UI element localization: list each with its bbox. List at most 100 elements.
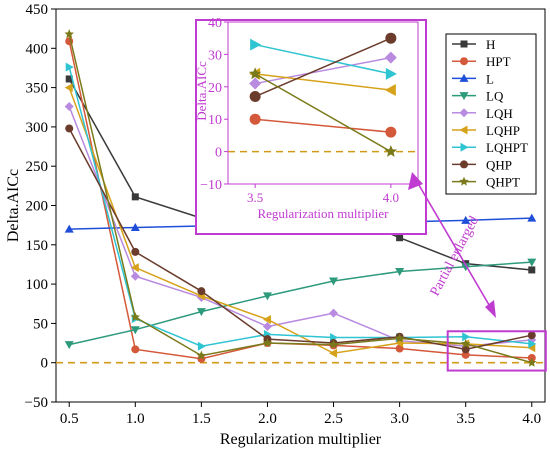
legend-marker-qhpt: [459, 176, 469, 186]
x-tick-label: 3.5: [456, 411, 475, 427]
inset-y-tick-label: 10: [208, 113, 222, 128]
point-h: [528, 266, 536, 274]
y-axis-label: Delta.AICc: [5, 169, 22, 242]
x-tick-label: 1.5: [192, 411, 211, 427]
point-lqhpt: [462, 332, 471, 342]
legend-label-qhp: QHP: [486, 157, 512, 172]
point-qhpt: [130, 312, 141, 322]
inset-point-lqhpt: [385, 67, 397, 80]
point-hpt: [131, 345, 140, 354]
legend-label-lqhp: LQHP: [486, 123, 520, 138]
legend-label-lqh: LQH: [486, 106, 513, 121]
point-lq: [461, 263, 471, 272]
annotation-arrow-tail: [485, 300, 496, 318]
y-tick-label: 400: [26, 41, 49, 57]
x-tick-label: 2.0: [258, 411, 277, 427]
inset-series-line-lqh: [255, 56, 391, 85]
y-tick-label: −50: [25, 395, 48, 411]
point-lqhp: [262, 314, 271, 324]
legend: H HPT L LQ LQH LQHP LQHPT QHP QHPT: [445, 33, 537, 195]
legend-marker-lq: [459, 92, 469, 101]
point-lqhp: [130, 263, 139, 273]
point-qhp: [527, 331, 536, 340]
point-qhp: [461, 345, 470, 354]
inset-point-lqh: [384, 51, 397, 64]
inset-y-tick-label: 20: [208, 81, 222, 96]
point-lqhpt: [65, 62, 74, 72]
inset-point-hpt: [385, 126, 397, 138]
point-l: [527, 213, 537, 222]
inset-point-lqhpt: [250, 38, 262, 51]
inset-y-tick-label: 40: [208, 16, 222, 31]
point-qhpt: [527, 357, 537, 367]
point-lqh: [130, 271, 140, 281]
point-h: [396, 234, 404, 242]
point-l: [64, 224, 74, 233]
point-qhpt: [196, 350, 207, 360]
zoom-highlight-box: [446, 330, 547, 372]
inset-x-axis-label: Regularization multiplier: [257, 206, 389, 221]
y-tick-label: 350: [26, 81, 49, 97]
inset-point-qhp: [385, 32, 397, 44]
inset-x-tick-label: 3.5: [247, 190, 263, 205]
y-tick-label: 150: [26, 238, 49, 254]
point-qhpt: [460, 338, 471, 348]
point-lqhp: [64, 83, 73, 93]
point-lqhp: [329, 348, 338, 358]
inset-point-lqh: [249, 77, 262, 90]
point-qhp: [197, 287, 206, 296]
point-qhpt: [394, 333, 405, 343]
inset-y-axis-label: Delta.AICc: [194, 61, 209, 121]
legend-marker-h: [460, 40, 468, 48]
point-lq: [262, 292, 272, 301]
inset-y-tick-label: −10: [200, 178, 222, 193]
point-h: [65, 75, 73, 83]
y-tick-label: 450: [26, 2, 49, 18]
point-l: [461, 215, 471, 224]
inset-series-line-lqhp: [255, 73, 391, 91]
point-lq: [196, 308, 206, 317]
x-tick-label: 1.0: [126, 411, 145, 427]
inset-border: [195, 19, 427, 235]
annotation-arrow-head: [408, 172, 423, 190]
y-tick-label: 250: [26, 159, 49, 175]
inset-plot-frame: [227, 21, 419, 185]
annotation-arrow-shaft: [415, 179, 493, 311]
inset-point-qhpt: [248, 67, 262, 80]
series-line-lqh: [68, 106, 532, 347]
x-tick-label: 0.5: [60, 411, 79, 427]
inset-point-qhpt: [384, 145, 398, 157]
series-line-lq: [69, 261, 532, 346]
legend-label-hpt: HPT: [486, 54, 511, 69]
point-hpt: [461, 350, 470, 359]
point-qhpt: [262, 338, 273, 348]
point-h: [131, 193, 139, 201]
series-line-qhpt: [68, 33, 532, 364]
legend-marker-lqhp: [459, 125, 468, 135]
inset-point-qhp: [249, 91, 261, 103]
x-tick-label: 4.0: [522, 411, 541, 427]
legend-label-qhpt: QHPT: [486, 175, 520, 190]
point-lqhpt: [197, 341, 206, 351]
legend-marker-qhp: [460, 160, 468, 169]
y-tick-label: 0: [41, 356, 49, 372]
y-tick-label: 50: [33, 316, 48, 332]
inset-point-lqhp: [384, 84, 396, 97]
x-axis-label: Regularization multiplier: [220, 431, 382, 448]
point-qhp: [131, 247, 140, 256]
point-lq: [527, 258, 537, 267]
inset-series-line-hpt: [255, 118, 391, 133]
point-lq: [64, 341, 74, 350]
legend-marker-l: [459, 73, 469, 82]
legend-marker-hpt: [460, 57, 468, 66]
point-lq: [329, 277, 339, 286]
legend-marker-lqhpt: [460, 142, 469, 152]
y-tick-label: 200: [26, 199, 49, 215]
point-lqh: [64, 101, 74, 111]
legend-label-h: H: [486, 37, 495, 52]
x-tick-label: 3.0: [390, 411, 409, 427]
point-qhpt: [64, 29, 74, 39]
